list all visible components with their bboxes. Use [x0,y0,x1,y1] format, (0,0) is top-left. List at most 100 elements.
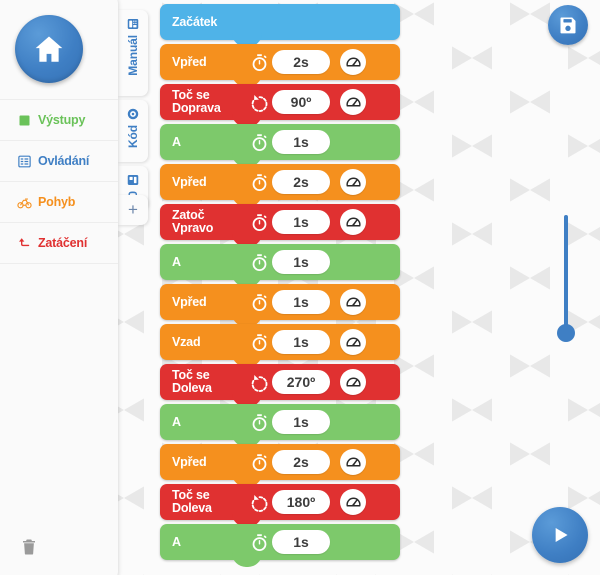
block-row: Vpřed 2s [160,164,400,207]
program-block-8[interactable]: Vpřed 1s [160,284,400,327]
turn-arrow-icon [16,235,32,251]
category-item-4[interactable]: Zatáčení [0,223,118,264]
stopwatch-icon [252,533,266,551]
block-value-field[interactable]: 2s [272,170,330,194]
program-block-10[interactable]: Toč se Doleva 270º [160,364,400,407]
sidebar-home-area [0,0,118,100]
speed-slider-knob[interactable] [557,324,575,342]
block-connector-nub [232,73,262,87]
category-label: Zatáčení [38,236,88,250]
block-row: A 1s [160,244,400,287]
block-value-field[interactable]: 1s [272,250,330,274]
block-value-field[interactable]: 90º [272,90,330,114]
program-block-14[interactable]: A 1s [160,524,400,567]
stopwatch-icon [246,413,272,432]
block-connector-nub [232,153,262,167]
category-item-3[interactable]: Pohyb [0,182,118,223]
program-block-list: Začátek Vpřed 2s Toč se Doprava 90º A 1s Vpřed 2… [160,4,400,567]
play-icon [555,527,568,543]
speedometer-icon [345,497,361,507]
sidebar-panel: Výstupy Ovládání Pohyb Zatáčení [0,0,118,575]
block-row: Vpřed 2s [160,44,400,87]
program-block-3[interactable]: Toč se Doprava 90º [160,84,400,127]
home-button[interactable] [15,15,83,83]
rotate-icon [251,494,267,512]
block-value-field[interactable]: 1s [272,290,330,314]
block-connector-nub [232,313,262,327]
play-button[interactable] [532,507,588,563]
speed-slider[interactable] [556,215,576,342]
stopwatch-icon [246,253,272,272]
target-icon [126,107,140,121]
block-label: Vpřed [172,174,207,189]
block-row: Zatoč Vpravo 1s [160,204,400,247]
block-connector-nub [232,393,262,407]
block-speed-button[interactable] [340,449,366,475]
speedometer-icon [345,97,361,107]
block-label: A [172,534,181,549]
program-block-9[interactable]: Vzad 1s [160,324,400,367]
category-list: Výstupy Ovládání Pohyb Zatáčení [0,100,118,264]
tab-kd[interactable]: Kód [118,100,148,162]
stopwatch-icon [246,133,272,152]
program-block-5[interactable]: Vpřed 2s [160,164,400,207]
block-value-field[interactable]: 1s [272,330,330,354]
tab-label: Kód [126,125,140,149]
square-icon [19,115,29,125]
book-icon [126,17,140,31]
tab-manul[interactable]: Manuál [118,10,148,96]
program-block-12[interactable]: Vpřed 2s [160,444,400,487]
block-value-field[interactable]: 2s [272,450,330,474]
block-label: Toč se Doprava [172,88,221,115]
block-value-field[interactable]: 2s [272,50,330,74]
block-row: Začátek [160,4,400,47]
block-speed-button[interactable] [340,489,366,515]
block-value-field[interactable]: 1s [272,130,330,154]
block-label: A [172,134,181,149]
block-connector-nub [232,233,262,247]
block-speed-button[interactable] [340,369,366,395]
program-block-13[interactable]: Toč se Doleva 180º [160,484,400,527]
program-block-6[interactable]: Zatoč Vpravo 1s [160,204,400,247]
block-value-field[interactable]: 1s [272,210,330,234]
stopwatch-icon [246,333,272,352]
rotate-icon [246,493,272,512]
program-block-4[interactable]: A 1s [160,124,400,167]
program-block-2[interactable]: Vpřed 2s [160,44,400,87]
category-item-1[interactable]: Výstupy [0,100,118,141]
speedometer-icon [345,57,361,67]
block-speed-button[interactable] [340,169,366,195]
trash-icon [23,539,35,555]
vertical-tab-strip: ManuálKód0+ [118,0,150,575]
bicycle-icon [16,194,32,210]
category-item-2[interactable]: Ovládání [0,141,118,182]
block-speed-button[interactable] [340,289,366,315]
stopwatch-icon [252,253,266,271]
block-value-field[interactable]: 180º [272,490,330,514]
block-row: A 1s [160,524,400,567]
block-row: Vpřed 1s [160,284,400,327]
home-icon [35,36,63,62]
block-value-field[interactable]: 270º [272,370,330,394]
speed-slider-track[interactable] [564,215,568,330]
block-connector-nub [232,473,262,487]
block-connector-nub [232,113,262,127]
block-label: Toč se Doleva [172,368,212,395]
block-speed-button[interactable] [340,49,366,75]
stopwatch-icon [252,173,266,191]
program-block-7[interactable]: A 1s [160,244,400,287]
program-block-1[interactable]: Začátek [160,4,400,47]
block-value-field[interactable]: 1s [272,530,330,554]
block-value-field[interactable]: 1s [272,410,330,434]
stopwatch-icon [246,173,272,192]
block-connector-nub [232,433,262,447]
block-speed-button[interactable] [340,209,366,235]
trash-button[interactable] [0,519,118,575]
block-speed-button[interactable] [340,329,366,355]
robot-icon [126,173,140,187]
block-speed-button[interactable] [340,89,366,115]
block-connector-nub [232,553,262,567]
tab-add[interactable]: + [118,195,148,225]
program-block-11[interactable]: A 1s [160,404,400,447]
save-button[interactable] [548,5,588,45]
